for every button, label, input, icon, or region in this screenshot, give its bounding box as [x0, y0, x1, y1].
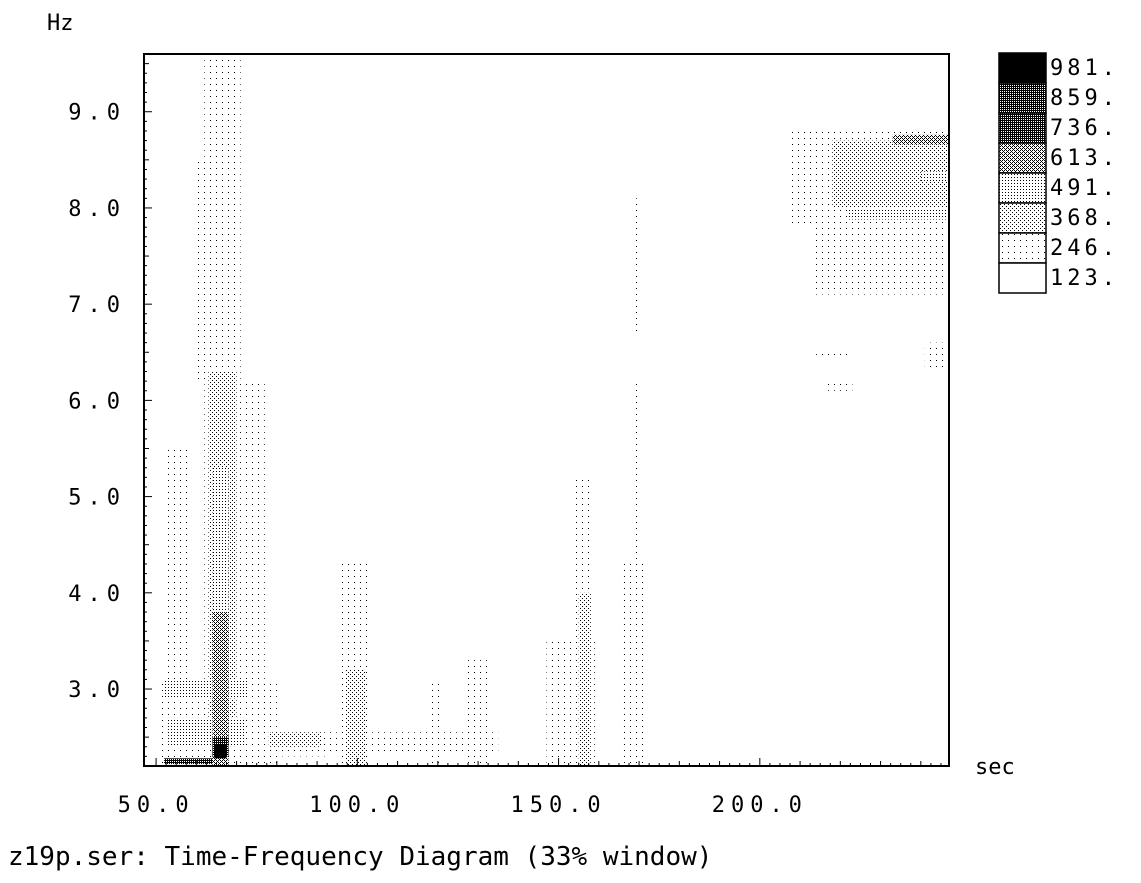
- heatmap-cell: [429, 679, 442, 766]
- legend-label: 613.: [1050, 146, 1119, 171]
- legend-swatch: [998, 52, 1047, 84]
- y-axis: 3.0 4.0 5.0 6.0 7.0 8.0 9.0: [68, 53, 152, 767]
- heatmap-cell: [214, 744, 227, 759]
- x-tick-label: 100.0: [309, 793, 405, 818]
- y-axis-label: Hz: [47, 11, 74, 36]
- heatmap-cells: [160, 54, 949, 766]
- heatmap-cell: [168, 717, 245, 747]
- legend-label: 736.: [1050, 116, 1119, 141]
- heatmap-cell: [920, 171, 949, 182]
- legend-label: 981.: [1050, 56, 1119, 81]
- legend-swatch: [998, 112, 1047, 144]
- heatmap-cell: [164, 758, 213, 765]
- legend-swatch: [998, 232, 1047, 264]
- legend-swatch: [998, 172, 1047, 204]
- chart-title: z19p.ser: Time-Frequency Diagram (33% wi…: [8, 842, 712, 872]
- y-tick-label: 9.0: [68, 101, 126, 126]
- heatmap-cell: [631, 381, 640, 766]
- heatmap-cell: [848, 209, 949, 220]
- legend: 981. 859. 736. 613. 491. 368. 246. 123.: [998, 52, 1119, 294]
- y-tick-label: 8.0: [68, 197, 126, 222]
- heatmap-cell: [812, 227, 949, 295]
- y-tick-label: 4.0: [68, 582, 126, 607]
- heatmap-cell: [329, 732, 499, 752]
- legend-swatch: [998, 82, 1047, 114]
- y-tick-label: 7.0: [68, 293, 126, 318]
- x-axis-label: sec: [975, 755, 1015, 780]
- legend-swatch: [998, 202, 1047, 234]
- heatmap-cell: [816, 352, 849, 358]
- x-tick-label: 200.0: [712, 793, 808, 818]
- heatmap-cell: [212, 612, 229, 766]
- x-axis: 50.0 100.0 150.0 200.0: [118, 758, 942, 818]
- heatmap-cell: [635, 198, 640, 334]
- legend-label: 246.: [1050, 236, 1119, 261]
- heatmap-cell: [578, 592, 591, 766]
- legend-swatch: [998, 142, 1047, 174]
- heatmap-cell: [196, 159, 205, 382]
- legend-swatch: [998, 262, 1047, 294]
- x-tick-label: 150.0: [510, 793, 606, 818]
- heatmap-cell: [466, 660, 491, 766]
- heatmap-cell: [345, 669, 366, 766]
- heatmap-cell: [892, 134, 949, 145]
- legend-label: 368.: [1050, 206, 1119, 231]
- legend-label: 859.: [1050, 86, 1119, 111]
- y-tick-label: 3.0: [68, 678, 126, 703]
- x-tick-label: 50.0: [118, 793, 195, 818]
- heatmap-cell: [164, 679, 249, 699]
- heatmap-cell: [924, 342, 945, 372]
- heatmap-cell: [824, 383, 853, 391]
- heatmap-cell: [268, 732, 322, 747]
- y-tick-label: 5.0: [68, 486, 126, 511]
- heatmap-cell: [164, 448, 189, 766]
- y-tick-label: 6.0: [68, 389, 126, 414]
- legend-label: 123.: [1050, 266, 1119, 291]
- heatmap-cell: [240, 381, 265, 766]
- legend-label: 491.: [1050, 176, 1119, 201]
